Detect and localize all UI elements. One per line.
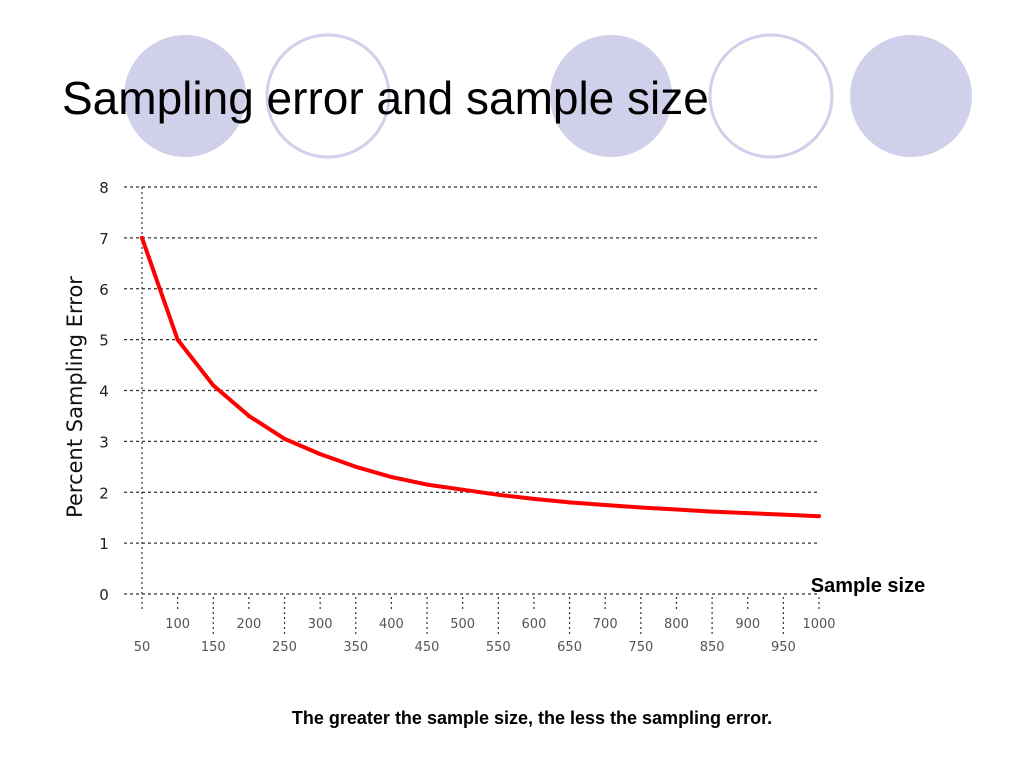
data-point <box>140 235 144 240</box>
decor-circle-outline-2 <box>708 33 834 159</box>
data-point <box>282 436 287 441</box>
x-tick-label-lower: 850 <box>700 640 725 655</box>
y-tick-label: 4 <box>99 383 109 401</box>
data-point <box>425 482 430 487</box>
data-point <box>389 474 394 479</box>
data-point <box>745 511 750 516</box>
y-tick-label: 5 <box>99 332 109 350</box>
x-tick-label-lower: 250 <box>272 640 297 655</box>
y-tick-label: 2 <box>99 484 109 502</box>
x-tick-label-upper: 800 <box>664 617 689 632</box>
x-tick-label-upper: 300 <box>308 617 333 632</box>
x-tick-label-upper: 600 <box>522 617 547 632</box>
data-point <box>175 337 180 342</box>
x-tick-label-upper: 100 <box>165 617 190 632</box>
data-point <box>496 492 501 497</box>
data-point <box>781 512 786 517</box>
data-point <box>353 464 358 469</box>
x-tick-label-upper: 700 <box>593 617 618 632</box>
decor-circle-outline-1 <box>265 33 391 159</box>
data-point <box>603 502 608 507</box>
y-tick-label: 8 <box>99 179 109 197</box>
x-tick-label-lower: 150 <box>201 640 226 655</box>
x-axis-label: Sample size <box>811 575 926 597</box>
x-tick-label-lower: 650 <box>557 640 582 655</box>
x-tick-label-upper: 1000 <box>802 617 835 632</box>
data-point <box>638 505 643 510</box>
data-point <box>531 496 536 501</box>
y-tick-label: 3 <box>99 433 109 451</box>
data-point <box>710 509 715 514</box>
x-tick-label-upper: 200 <box>236 617 261 632</box>
data-point <box>817 514 821 519</box>
x-tick-label-lower: 450 <box>415 640 440 655</box>
x-tick-label-upper: 900 <box>735 617 760 632</box>
x-tick-label-upper: 500 <box>450 617 475 632</box>
slide-title: Sampling error and sample size <box>62 72 709 124</box>
x-tick-label-lower: 50 <box>134 640 151 655</box>
y-tick-label: 0 <box>99 586 109 604</box>
y-tick-label: 6 <box>99 281 109 299</box>
data-point <box>567 500 572 505</box>
data-point <box>318 452 323 457</box>
decor-circle-filled-2 <box>550 35 672 157</box>
decor-circle-filled-1 <box>124 35 246 157</box>
x-tick-label-lower: 950 <box>771 640 796 655</box>
y-tick-label: 1 <box>99 535 109 553</box>
y-axis-label: Percent Sampling Error <box>63 276 87 518</box>
data-point <box>246 413 251 418</box>
data-point <box>211 383 216 388</box>
slide-caption: The greater the sample size, the less th… <box>291 708 773 728</box>
decor-circle-filled-3 <box>850 35 972 157</box>
x-tick-label-lower: 550 <box>486 640 511 655</box>
data-point <box>460 487 465 492</box>
x-tick-label-upper: 400 <box>379 617 404 632</box>
sampling-error-curve <box>140 235 821 519</box>
y-tick-label: 7 <box>99 230 109 248</box>
x-tick-label-lower: 750 <box>628 640 653 655</box>
data-point <box>674 507 679 512</box>
x-tick-label-lower: 350 <box>343 640 368 655</box>
